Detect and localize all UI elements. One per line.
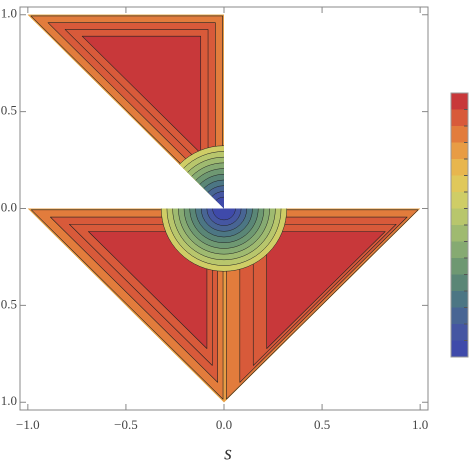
colorbar-swatch	[451, 274, 468, 292]
colorbar-swatch	[451, 142, 468, 160]
contour-band	[212, 208, 224, 221]
y-tick-label: 1.0	[1, 393, 17, 408]
contour-band	[88, 231, 208, 349]
contour-band	[206, 208, 224, 226]
colorbar-swatch	[451, 225, 468, 242]
contour-band	[206, 191, 224, 209]
colorbar-swatch	[451, 340, 468, 358]
x-tick-label: 0.0	[216, 417, 232, 432]
x-axis-label: s	[224, 443, 232, 465]
contour-band	[81, 35, 202, 154]
x-tick-label: −1.0	[16, 417, 40, 432]
y-tick-label: 0.5	[1, 296, 17, 311]
contour-band	[212, 196, 224, 209]
colorbar-swatch	[451, 126, 468, 143]
contour-band	[224, 208, 236, 221]
y-tick-label: 0.5	[1, 103, 17, 118]
contour-band	[266, 231, 386, 349]
colorbar-swatch	[451, 192, 468, 209]
x-tick-label: 1.0	[412, 417, 428, 432]
x-tick-label: −0.5	[114, 417, 138, 432]
colorbar-swatch	[451, 208, 468, 226]
colorbar-swatch	[451, 291, 468, 308]
x-tick-label: 0.5	[314, 417, 330, 432]
colorbar-swatch	[451, 324, 468, 341]
y-tick-label: 0.0	[1, 199, 17, 214]
colorbar-frame	[450, 92, 469, 358]
colorbar-swatch	[451, 241, 468, 259]
colorbar-swatch	[451, 93, 468, 110]
y-tick-label: 1.0	[1, 6, 17, 21]
contour-band	[224, 208, 242, 226]
colorbar-swatch	[451, 159, 468, 176]
colorbar-swatch	[451, 175, 468, 193]
colorbar-swatch	[451, 307, 468, 325]
colorbar-swatch	[451, 258, 468, 275]
colorbar-swatch	[451, 109, 468, 127]
